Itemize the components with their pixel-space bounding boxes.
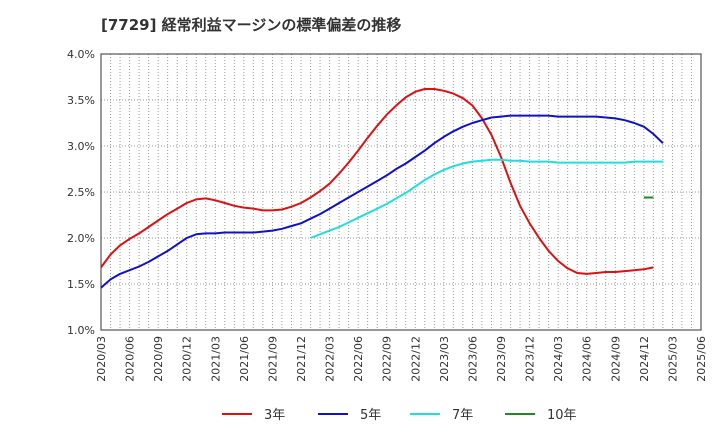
series-lines	[100, 88, 664, 289]
x-tick-label: 2021/12	[295, 336, 308, 382]
x-tick-label: 2022/06	[352, 336, 365, 382]
x-tick-label: 2024/03	[552, 336, 565, 382]
series-line-5年	[100, 114, 664, 289]
x-tick-label: 2023/06	[466, 336, 479, 382]
legend-label: 3年	[264, 408, 285, 423]
series-line-7年	[310, 158, 663, 239]
x-tick-label: 2022/09	[381, 336, 394, 382]
x-tick-label: 2020/09	[152, 336, 165, 382]
y-tick-label: 1.5%	[67, 278, 95, 291]
y-tick-label: 4.0%	[67, 48, 95, 61]
x-tick-label: 2021/09	[266, 336, 279, 382]
x-tick-label: 2024/06	[581, 336, 594, 382]
chart-title: [7729] 経常利益マージンの標準偏差の推移	[101, 16, 402, 34]
legend: 3年 5年 7年 10年	[222, 408, 577, 423]
x-tick-label: 2024/09	[609, 336, 622, 382]
x-tick-label: 2023/12	[524, 336, 537, 382]
x-tick-label: 2023/03	[438, 336, 451, 382]
plot-frame	[100, 53, 702, 331]
x-tick-label: 2022/03	[324, 336, 337, 382]
x-tick-label: 2024/12	[638, 336, 651, 382]
series-line-3年	[100, 88, 654, 275]
y-tick-label: 3.5%	[67, 94, 95, 107]
x-tick-label: 2021/03	[209, 336, 222, 382]
x-tick-label: 2025/03	[666, 336, 679, 382]
y-tick-label: 1.0%	[67, 324, 95, 337]
x-tick-label: 2022/12	[409, 336, 422, 382]
x-tick-label: 2020/12	[181, 336, 194, 382]
x-tick-label: 2021/06	[238, 336, 251, 382]
legend-label: 7年	[452, 408, 473, 423]
y-tick-label: 2.5%	[67, 186, 95, 199]
x-tick-label: 2020/06	[124, 336, 137, 382]
x-tick-label: 2023/09	[495, 336, 508, 382]
y-axis-ticks: 1.0% 1.5% 2.0% 2.5% 3.0% 3.5% 4.0%	[67, 48, 95, 337]
x-tick-label: 2025/06	[695, 336, 708, 382]
y-tick-label: 3.0%	[67, 140, 95, 153]
legend-label: 10年	[547, 408, 577, 423]
y-tick-label: 2.0%	[67, 232, 95, 245]
grid	[101, 54, 701, 330]
x-tick-label: 2020/03	[95, 336, 108, 382]
legend-label: 5年	[360, 408, 381, 423]
x-axis-ticks: 2020/03 2020/06 2020/09 2020/12 2021/03 2021/…	[95, 336, 708, 382]
